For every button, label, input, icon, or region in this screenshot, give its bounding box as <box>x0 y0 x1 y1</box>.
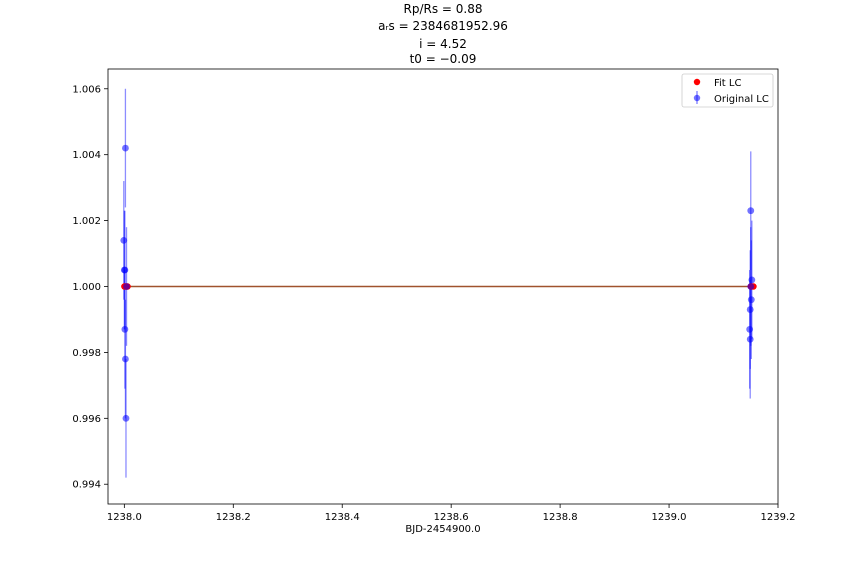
x-tick-label: 1239.2 <box>761 512 796 523</box>
original-lc-point <box>121 325 129 333</box>
original-lc-point <box>746 335 754 343</box>
x-tick-label: 1238.4 <box>325 512 360 523</box>
legend-fit-lc-label: Fit LC <box>714 78 741 89</box>
original-lc-point <box>123 283 130 290</box>
y-axis: 0.994 0.996 0.998 1.000 1.002 1.004 1.006 <box>72 84 108 491</box>
legend: Fit LC Original LC <box>681 73 774 108</box>
original-lc-point <box>122 355 129 363</box>
y-tick-label: 0.994 <box>72 480 101 491</box>
y-tick-label: 1.000 <box>72 282 101 293</box>
original-lc-point <box>122 144 129 152</box>
original-lc-point <box>747 296 755 304</box>
original-lc-point <box>748 276 756 284</box>
plot-frame <box>107 68 779 505</box>
original-lc-point <box>122 414 130 422</box>
x-axis-label: BJD-2454900.0 <box>405 524 480 535</box>
original-lc-point <box>121 266 129 274</box>
title-line-t0: t0 = −0.09 <box>410 52 477 66</box>
title-line-a-rs: aᵣs = 2384681952.96 <box>378 19 508 33</box>
x-tick-label: 1238.0 <box>107 512 142 523</box>
original-lc-point <box>746 325 754 333</box>
legend-fit-lc-marker <box>693 78 701 86</box>
title-line-inclination: i = 4.52 <box>419 37 467 51</box>
data-layer <box>120 88 757 478</box>
original-lc-point <box>747 283 755 290</box>
chart-title: Rp/Rs = 0.88 aᵣs = 2384681952.96 i = 4.5… <box>378 2 508 66</box>
legend-original-lc-marker <box>693 94 701 102</box>
legend-original-lc-label: Original LC <box>714 94 769 105</box>
y-tick-label: 1.002 <box>72 216 101 227</box>
legend-box <box>681 73 774 108</box>
original-lc-point <box>120 236 128 244</box>
y-tick-label: 1.004 <box>72 150 101 161</box>
title-line-rp-rs: Rp/Rs = 0.88 <box>404 2 483 16</box>
original-lc-point <box>747 207 755 215</box>
x-tick-label: 1238.6 <box>434 512 469 523</box>
x-tick-label: 1238.8 <box>543 512 578 523</box>
x-axis: 1238.0 1238.2 1238.4 1238.6 1238.8 1239.0 1239… <box>107 504 796 523</box>
x-tick-label: 1238.2 <box>216 512 251 523</box>
y-tick-label: 1.006 <box>72 84 101 95</box>
y-tick-label: 0.996 <box>72 414 101 425</box>
original-lc-point <box>746 306 754 313</box>
y-tick-label: 0.998 <box>72 348 101 359</box>
x-tick-label: 1239.0 <box>652 512 687 523</box>
